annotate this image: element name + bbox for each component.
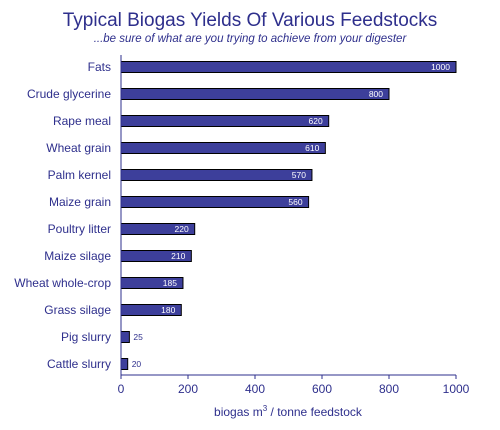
bar	[120, 61, 457, 73]
data-label: 25	[133, 332, 143, 342]
bar	[120, 142, 326, 154]
chart-subtitle: ...be sure of what are you trying to ach…	[93, 33, 407, 45]
category-label: Palm kernel	[48, 168, 111, 182]
x-tick-label: 600	[312, 382, 332, 396]
bar	[120, 331, 130, 343]
data-label: 620	[309, 116, 323, 126]
data-label: 20	[132, 359, 142, 369]
category-label: Poultry litter	[48, 222, 111, 236]
chart-title: Typical Biogas Yields Of Various Feedsto…	[62, 10, 438, 31]
category-label: Grass silage	[44, 303, 111, 317]
x-axis-label-prefix: biogas m	[214, 405, 263, 419]
bar	[120, 358, 129, 370]
bar	[120, 196, 310, 208]
category-label: Maize grain	[49, 195, 111, 209]
data-label: 1000	[431, 62, 450, 72]
data-label: 220	[175, 224, 189, 234]
data-label: 210	[171, 251, 185, 261]
data-label: 570	[292, 170, 306, 180]
data-label: 185	[163, 278, 177, 288]
data-label: 180	[161, 305, 175, 315]
x-axis-label-suffix: / tonne feedstock	[267, 405, 362, 419]
category-label: Wheat grain	[46, 141, 111, 155]
data-label: 610	[305, 143, 319, 153]
category-label: Fats	[88, 60, 111, 74]
x-axis-label-superscript: 3	[262, 404, 268, 413]
bar	[120, 88, 390, 100]
category-label: Cattle slurry	[47, 357, 111, 371]
bar	[120, 115, 330, 127]
x-tick-label: 200	[178, 382, 198, 396]
data-label: 800	[369, 89, 383, 99]
category-label: Wheat whole-crop	[14, 276, 111, 290]
x-tick-label: 800	[379, 382, 399, 396]
category-label: Rape meal	[53, 114, 111, 128]
category-label: Pig slurry	[61, 330, 111, 344]
category-label: Maize silage	[44, 249, 111, 263]
x-tick-label: 1000	[443, 382, 470, 396]
x-tick-label: 400	[245, 382, 265, 396]
category-label: Crude glycerine	[27, 87, 111, 101]
data-label: 560	[288, 197, 302, 207]
x-tick-label: 0	[118, 382, 125, 396]
x-axis-label: biogas m3 / tonne feedstock	[120, 404, 456, 419]
bar	[120, 169, 313, 181]
